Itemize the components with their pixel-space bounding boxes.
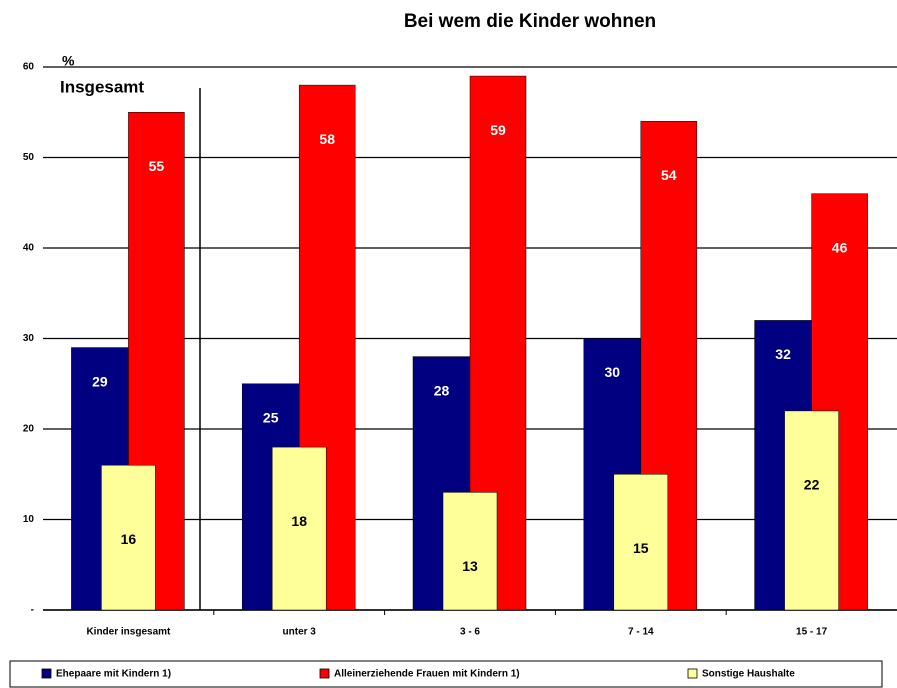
legend-swatch bbox=[319, 668, 330, 679]
data-label: 30 bbox=[605, 364, 621, 380]
unit-label: % bbox=[62, 53, 75, 69]
data-label: 16 bbox=[121, 531, 137, 547]
data-label: 54 bbox=[661, 167, 677, 183]
data-label: 25 bbox=[263, 409, 279, 425]
y-tick-label: 20 bbox=[23, 424, 35, 435]
x-tick-label: 7 - 14 bbox=[628, 627, 654, 638]
y-tick-label: - bbox=[31, 605, 34, 616]
legend-label: Alleinerziehende Frauen mit Kindern 1) bbox=[334, 669, 520, 680]
legend-label: Ehepaare mit Kindern 1) bbox=[56, 669, 171, 680]
data-label: 18 bbox=[291, 513, 307, 529]
legend bbox=[9, 660, 883, 688]
legend-label: Sonstige Haushalte bbox=[702, 669, 795, 680]
data-label: 32 bbox=[775, 346, 791, 362]
data-label: 55 bbox=[149, 158, 165, 174]
data-label: 15 bbox=[633, 540, 649, 556]
data-label: 29 bbox=[92, 373, 108, 389]
chart-title: Bei wem die Kinder wohnen bbox=[404, 11, 656, 32]
y-tick-label: 40 bbox=[23, 243, 35, 254]
bar bbox=[442, 492, 498, 611]
x-tick-label: 3 - 6 bbox=[460, 627, 480, 638]
data-label: 46 bbox=[832, 239, 848, 255]
data-label: 58 bbox=[319, 131, 335, 147]
bar bbox=[613, 474, 669, 611]
legend-swatch bbox=[687, 668, 698, 679]
y-tick-label: 10 bbox=[23, 514, 35, 525]
data-label: 59 bbox=[490, 122, 506, 138]
data-label: 13 bbox=[462, 558, 478, 574]
x-tick-label: 15 - 17 bbox=[796, 627, 828, 638]
legend-swatch bbox=[41, 668, 52, 679]
y-tick-label: 60 bbox=[23, 62, 35, 73]
x-tick-label: Kinder insgesamt bbox=[86, 627, 171, 638]
bar bbox=[784, 410, 839, 611]
data-label: 22 bbox=[804, 477, 820, 493]
data-label: 28 bbox=[434, 382, 450, 398]
bar bbox=[271, 446, 327, 611]
y-tick-label: 50 bbox=[23, 152, 35, 163]
x-tick-label: unter 3 bbox=[283, 627, 317, 638]
bar bbox=[128, 112, 185, 611]
bar bbox=[101, 464, 156, 611]
y-tick-label: 30 bbox=[23, 333, 35, 344]
annotation: Insgesamt bbox=[60, 77, 144, 96]
